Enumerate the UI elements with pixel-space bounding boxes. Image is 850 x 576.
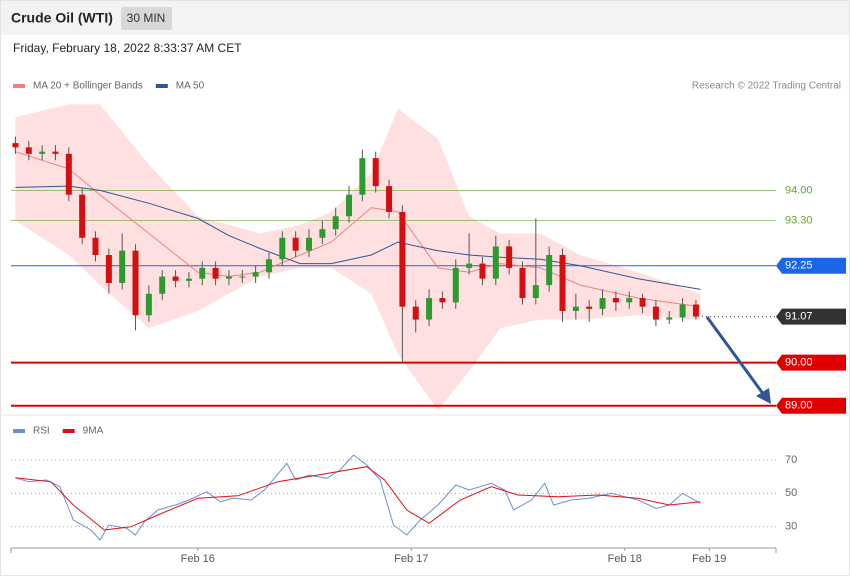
candle-body [452, 267, 459, 303]
x-tick-label: Feb 17 [394, 553, 428, 565]
x-tick-label: Feb 19 [692, 553, 726, 565]
candle-body [79, 194, 86, 238]
candle-body [145, 293, 152, 316]
candle-body [426, 298, 433, 320]
candle-body [279, 237, 286, 260]
candle-body [92, 237, 99, 255]
candle-body [52, 151, 59, 154]
candle-body [239, 276, 246, 278]
legend-swatch [155, 84, 168, 88]
legend-label: MA 50 [176, 81, 205, 92]
credit: Research © 2022 Trading Central [692, 81, 841, 92]
candle-body [692, 304, 699, 317]
level-tag [776, 354, 846, 371]
candle-body [12, 143, 19, 148]
candle-body [225, 276, 232, 279]
interval: 30 MIN [127, 11, 166, 25]
candle-body [212, 267, 219, 279]
candle-body [652, 306, 659, 320]
candle-body [372, 158, 379, 187]
level-label: 91.07 [785, 310, 813, 322]
candle-body [119, 250, 126, 283]
legend-swatch [13, 84, 25, 88]
legend-label: MA 20 + Bollinger Bands [33, 81, 143, 92]
candle-body [612, 298, 619, 303]
level-label: 93.30 [785, 214, 813, 226]
candle-body [159, 276, 166, 294]
candle-body [265, 259, 272, 273]
level-label: 89.00 [785, 400, 813, 412]
legend-label: 9MA [83, 426, 104, 437]
forecast-arrow [705, 316, 766, 396]
candle-body [185, 278, 192, 281]
candle-body [679, 304, 686, 318]
candle-body [586, 306, 593, 309]
candle-body [132, 250, 139, 316]
candle-body [386, 186, 393, 212]
candle-body [599, 298, 606, 309]
candle-body [559, 255, 566, 311]
plot: 94.00 93.30 92.25 91.07 90.00 89.00 MA 20 + Bo… [10, 81, 846, 565]
bollinger-band [15, 104, 701, 411]
x-tick-label: Feb 18 [608, 553, 642, 565]
candle-body [532, 285, 539, 299]
candle-body [172, 276, 179, 281]
candle-body [292, 237, 299, 251]
candle-body [479, 263, 486, 279]
title: Crude Oil (WTI) [11, 10, 113, 26]
indicator-line [15, 466, 701, 531]
level-tag [776, 308, 846, 325]
y-tick-label: 50 [785, 487, 797, 499]
date: Friday, February 18, 2022 8:33:37 AM CET [13, 41, 242, 55]
candle-body [466, 263, 473, 268]
candle-body [252, 272, 259, 277]
candle-body [105, 255, 112, 283]
legend-swatch [13, 429, 25, 433]
interval-badge [121, 7, 172, 30]
candle-body [319, 229, 326, 238]
candle-body [492, 246, 499, 279]
level-label: 94.00 [785, 184, 813, 196]
level-tag [776, 257, 846, 274]
candle-body [639, 298, 646, 307]
candle-body [359, 158, 366, 195]
candle-body [626, 298, 633, 303]
candle-body [332, 216, 339, 230]
legend-label: RSI [33, 426, 50, 437]
y-tick-label: 30 [785, 521, 797, 533]
level-tag [776, 397, 846, 414]
x-tick-label: Feb 16 [181, 553, 215, 565]
legend-swatch [62, 429, 75, 433]
level-label: 90.00 [785, 357, 813, 369]
candle-body [25, 147, 32, 154]
candle-body [439, 298, 446, 303]
candle-body [506, 246, 513, 268]
candle-body [519, 267, 526, 299]
candle-body [346, 194, 353, 217]
candle-body [546, 255, 553, 286]
candle-body [65, 153, 72, 195]
candle-body [572, 306, 579, 311]
candle-body [412, 306, 419, 320]
candle-body [199, 267, 206, 279]
candle-body [305, 237, 312, 251]
candle-body [39, 151, 46, 154]
level-label: 92.25 [785, 260, 813, 272]
forecast-arrowhead [756, 388, 771, 404]
candle-body [666, 317, 673, 320]
candle-body [399, 211, 406, 307]
y-tick-label: 70 [785, 454, 797, 466]
